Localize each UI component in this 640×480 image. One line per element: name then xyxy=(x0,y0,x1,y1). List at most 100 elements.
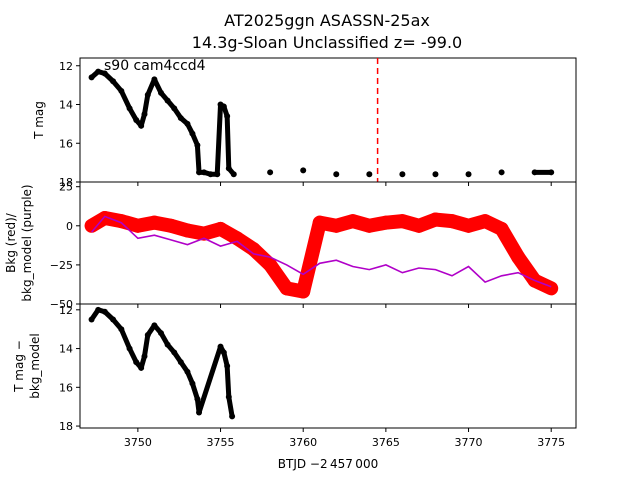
data-point xyxy=(118,87,125,94)
data-point xyxy=(214,171,221,178)
series-band-segment xyxy=(141,332,151,359)
data-point xyxy=(382,219,389,226)
data-point xyxy=(196,169,203,176)
data-point xyxy=(194,395,201,402)
data-point xyxy=(366,171,373,178)
data-point xyxy=(415,222,422,229)
y-tick-label: 18 xyxy=(59,176,73,189)
x-tick-label: 3770 xyxy=(455,436,483,449)
panel-bottom-frame xyxy=(79,303,577,429)
y-tick-label: 14 xyxy=(59,343,73,356)
data-point xyxy=(531,169,538,176)
data-point xyxy=(217,343,224,350)
data-point xyxy=(498,225,505,232)
data-point xyxy=(432,171,439,178)
panel-middle-frame xyxy=(79,181,577,305)
series-band-segment xyxy=(118,326,133,352)
chart-title-line2: 14.3g-Sloan Unclassified z= -99.0 xyxy=(192,33,462,52)
data-point xyxy=(158,89,165,96)
data-point xyxy=(267,261,274,268)
data-point xyxy=(95,306,102,313)
y-tick-label: 14 xyxy=(59,99,73,112)
series-band-segment xyxy=(196,344,224,415)
y-tick-label: 18 xyxy=(59,420,73,433)
data-point xyxy=(217,225,224,232)
y-tick-label: 0 xyxy=(66,220,73,233)
data-point xyxy=(144,332,151,338)
data-point xyxy=(101,308,108,315)
data-point xyxy=(201,169,207,176)
data-point xyxy=(110,316,117,323)
data-point xyxy=(224,363,231,369)
data-point xyxy=(449,218,455,225)
data-point xyxy=(141,111,148,118)
data-point xyxy=(184,120,191,127)
data-point xyxy=(88,74,95,81)
data-point xyxy=(88,316,95,323)
chart-title-line1: AT2025ggn ASASSN-25ax xyxy=(224,11,430,30)
data-point xyxy=(177,359,184,366)
series-band-segment xyxy=(224,113,232,171)
data-point xyxy=(95,68,102,75)
data-point xyxy=(515,254,522,261)
data-point xyxy=(220,103,227,110)
panel-middle-ylabel-line1: Bkg (red)/ xyxy=(4,212,18,273)
data-point xyxy=(144,91,151,98)
panel-bottom-ylabel-line1: T mag − xyxy=(12,340,26,393)
data-point xyxy=(229,413,236,420)
data-point xyxy=(234,235,241,242)
y-tick-label: 12 xyxy=(59,60,73,73)
data-point xyxy=(133,359,140,366)
data-point xyxy=(300,167,307,174)
data-point xyxy=(230,171,237,178)
data-point xyxy=(300,288,307,295)
y-tick-label: 12 xyxy=(59,304,73,317)
x-tick-label: 3760 xyxy=(289,436,317,449)
data-point xyxy=(333,171,340,178)
data-point xyxy=(482,218,489,225)
data-point xyxy=(465,222,472,229)
data-point xyxy=(498,169,505,176)
data-point xyxy=(171,349,178,356)
panel-middle-bkg: 25 0 −25 −50 Bkg (red)/ bkg_model (purple) xyxy=(4,181,577,311)
data-point xyxy=(141,353,148,360)
data-point xyxy=(118,326,125,333)
data-point xyxy=(101,70,108,77)
x-tick-label: 3750 xyxy=(124,436,152,449)
series-band-segment xyxy=(214,102,224,177)
series-band-segment xyxy=(141,92,151,117)
data-point xyxy=(158,330,165,337)
data-point xyxy=(250,246,257,253)
data-point xyxy=(151,322,158,329)
data-point xyxy=(184,368,191,375)
data-point xyxy=(548,169,555,176)
data-point xyxy=(207,171,214,178)
data-point xyxy=(220,349,227,356)
data-point xyxy=(201,230,207,237)
panel-top-annotation: s90 cam4ccd4 xyxy=(104,58,206,74)
data-point xyxy=(349,218,356,225)
y-tick-label: 25 xyxy=(59,181,73,194)
x-tick-label: 3755 xyxy=(207,436,235,449)
x-tick-label: 3765 xyxy=(372,436,400,449)
x-tick-label: 3775 xyxy=(537,436,565,449)
series-line-bkg-model xyxy=(90,215,552,288)
data-point xyxy=(151,76,158,83)
series-band-segment xyxy=(226,394,235,419)
data-point xyxy=(138,122,145,129)
data-point xyxy=(138,364,145,371)
series-band-segment xyxy=(296,215,327,299)
data-point xyxy=(167,222,174,229)
data-point xyxy=(267,169,274,176)
data-point xyxy=(225,394,232,400)
data-point xyxy=(189,380,196,387)
panel-top-ylabel: T mag xyxy=(32,101,46,140)
y-tick-label: 16 xyxy=(59,381,73,394)
y-tick-label: −25 xyxy=(50,259,73,272)
data-point xyxy=(177,115,184,122)
data-point xyxy=(126,105,133,112)
data-point xyxy=(88,222,95,229)
x-axis-label: BTJD −2 457 000 xyxy=(278,457,378,471)
data-point xyxy=(134,222,141,229)
